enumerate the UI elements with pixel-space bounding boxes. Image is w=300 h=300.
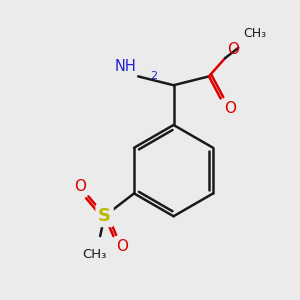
Text: O: O <box>224 101 236 116</box>
Text: O: O <box>116 239 128 254</box>
Text: O: O <box>74 179 86 194</box>
Text: S: S <box>98 206 111 224</box>
Text: O: O <box>227 42 239 57</box>
Text: CH₃: CH₃ <box>82 248 106 261</box>
Text: CH₃: CH₃ <box>243 27 266 40</box>
Text: NH: NH <box>115 59 137 74</box>
Text: 2: 2 <box>151 71 158 81</box>
